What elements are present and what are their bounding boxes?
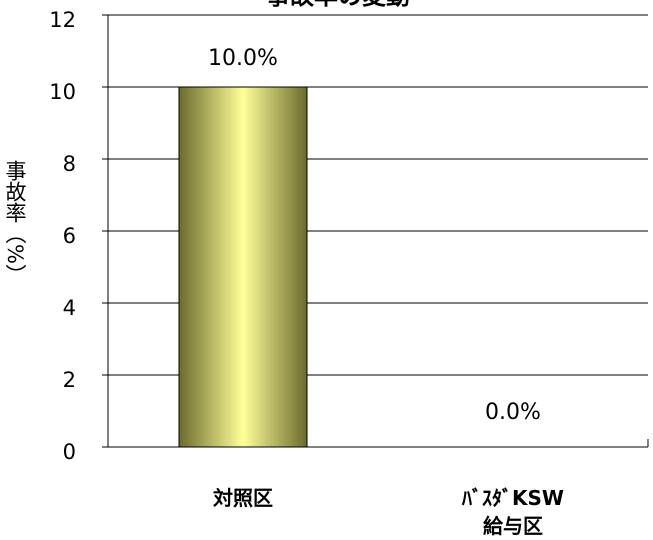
y-tick-label: 10	[49, 80, 76, 104]
y-axis-label: 事故率（%）	[3, 160, 27, 285]
data-label: 10.0%	[208, 46, 278, 71]
y-tick-label: 0	[63, 440, 76, 464]
x-category-label: 対照区	[212, 486, 273, 510]
data-label: 0.0%	[485, 400, 541, 425]
y-tick-label: 2	[63, 368, 76, 392]
x-category-label: ﾊﾞｽﾀﾞKSW	[461, 486, 564, 510]
y-tick-label: 6	[63, 224, 76, 248]
chart-title: 事故率の変動	[266, 0, 410, 10]
y-tick-label: 8	[63, 152, 76, 176]
y-tick-label: 12	[49, 8, 76, 32]
x-category-label: 給与区	[483, 514, 543, 538]
y-tick-label: 4	[63, 296, 76, 320]
bar	[178, 86, 308, 448]
